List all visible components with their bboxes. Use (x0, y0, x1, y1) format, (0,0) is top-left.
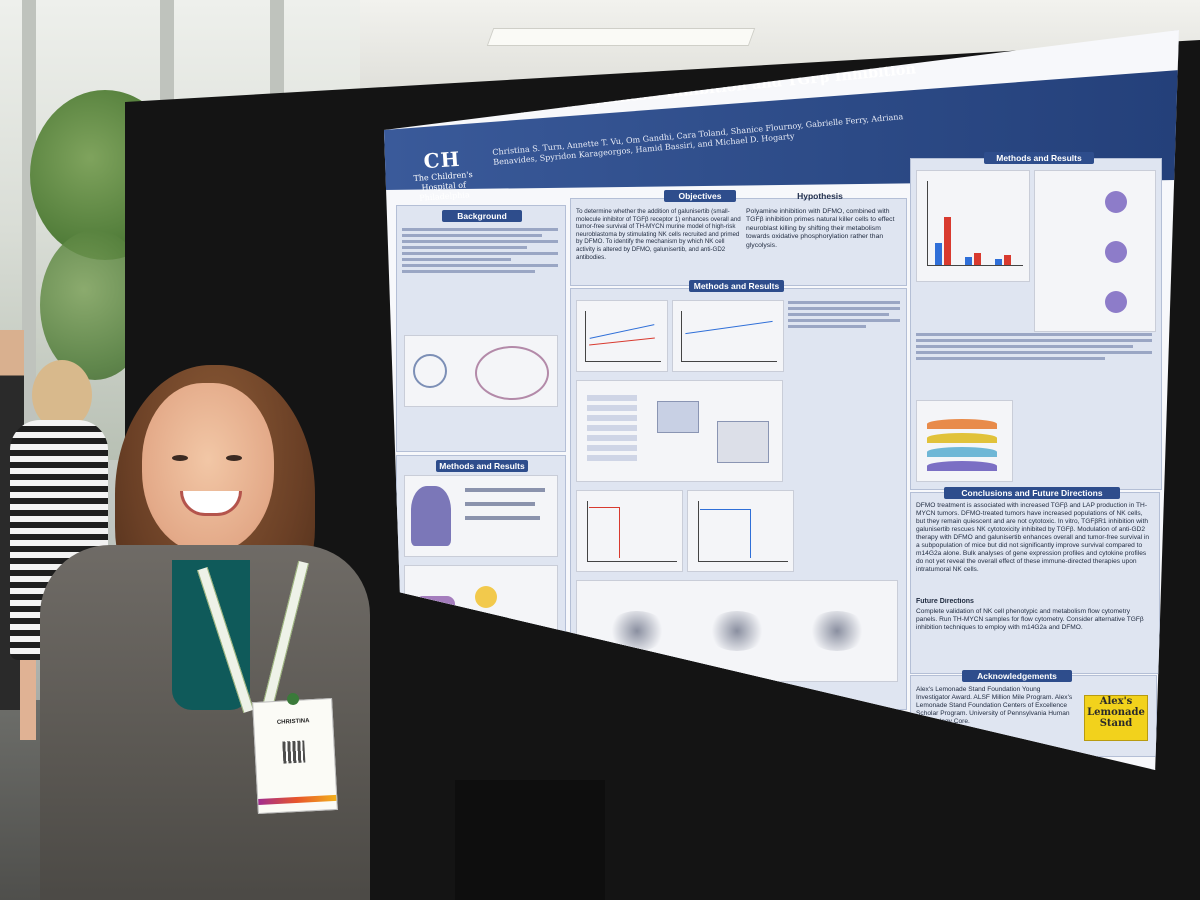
badge-name: CHRISTINA (276, 718, 310, 726)
objectives-panel (570, 198, 907, 286)
badge-clip (286, 692, 300, 706)
conclusions-text: DFMO treatment is associated with increa… (916, 502, 1150, 573)
figure-7-caption (916, 330, 1152, 400)
presenter: CHRISTINA (40, 355, 380, 900)
window-mullion (22, 0, 36, 460)
background-figure (404, 335, 558, 407)
name-badge: CHRISTINA (252, 692, 338, 815)
histogram-figure (916, 400, 1013, 482)
methods-heading-center: Methods and Results (689, 280, 784, 292)
future-directions-text: Complete validation of NK cell phenotypi… (916, 608, 1144, 631)
pipeline-diagram (576, 380, 783, 482)
badge-stripe (258, 794, 337, 805)
chop-logo: CH The Children's Hospital of Philadelph… (396, 145, 490, 205)
methods-heading-left: Methods and Results (436, 460, 528, 472)
presenter-face (142, 383, 274, 553)
survival-curve (687, 490, 794, 572)
conclusions-heading: Conclusions and Future Directions (944, 487, 1120, 499)
hypothesis-text: Polyamine inhibition with DFMO, combined… (746, 208, 895, 249)
objectives-text: To determine whether the addition of gal… (576, 208, 741, 261)
eye (226, 455, 242, 461)
cytokine-bar-chart (916, 170, 1030, 282)
acknowledgements-heading: Acknowledgements (962, 670, 1072, 682)
board-stand (455, 780, 605, 900)
figure-3-caption (788, 298, 900, 390)
survival-curve (576, 490, 683, 572)
methods-heading-right: Methods and Results (984, 152, 1094, 164)
hypothesis-heading: Hypothesis (797, 191, 843, 201)
background-heading: Background (442, 210, 522, 222)
lemonade-stand-logo: Alex's Lemonade Stand (1084, 695, 1148, 741)
pathway-diagram (1034, 170, 1156, 332)
objectives-heading: Objectives (664, 190, 736, 202)
background-text (402, 225, 558, 335)
qr-code-icon (282, 740, 306, 764)
smile (180, 491, 242, 516)
result-line-chart (576, 300, 668, 372)
research-poster: CH The Children's Hospital of Philadelph… (384, 30, 1179, 770)
methods-figure (404, 475, 558, 557)
ceiling-light (486, 28, 756, 46)
future-directions-title: Future Directions (916, 598, 974, 605)
result-line-chart (672, 300, 784, 372)
eye (172, 455, 188, 461)
chop-logo-name: The Children's Hospital of Philadelphia (413, 169, 473, 203)
